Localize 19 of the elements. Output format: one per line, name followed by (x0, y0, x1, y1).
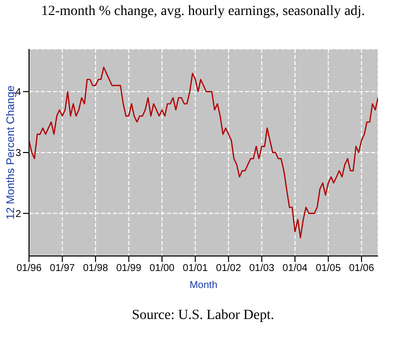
x-tick-label: 01/99 (116, 263, 142, 274)
chart-title: 12-month % change, avg. hourly earnings, seasonally adj. (40, 4, 366, 20)
x-tick-label: 01/97 (50, 263, 76, 274)
line-series (29, 66, 378, 238)
x-axis-title: Month (190, 280, 218, 291)
x-tick-label: 01/01 (182, 263, 208, 274)
y-axis-title: 12 Months Percent Change (4, 86, 17, 220)
y-tick-label: 3 (15, 148, 22, 160)
y-tick-label: 2 (15, 208, 22, 220)
source-note: Source: U.S. Labor Dept. (130, 308, 276, 324)
x-tick-label: 01/05 (316, 263, 342, 274)
x-tick-label: 01/06 (349, 263, 374, 274)
y-tick-label: 4 (15, 87, 22, 98)
x-tick-label: 01/04 (282, 263, 308, 274)
x-tick-label: 01/98 (83, 263, 108, 274)
x-tick-label: 01/03 (249, 263, 275, 274)
x-tick-label: 01/96 (16, 263, 42, 274)
x-tick-label: 01/00 (149, 263, 175, 274)
x-tick-label: 01/02 (216, 263, 242, 274)
